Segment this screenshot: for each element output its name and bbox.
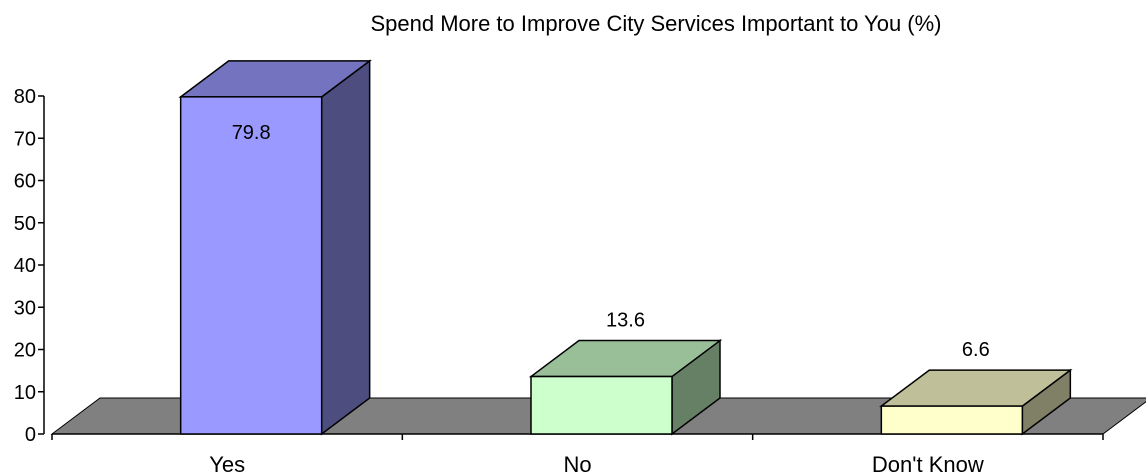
y-tick-label: 10 bbox=[14, 382, 36, 404]
bar-2 bbox=[528, 339, 723, 436]
bar-side bbox=[320, 59, 371, 436]
x-tick-label: Yes bbox=[209, 452, 245, 474]
y-tick-label: 80 bbox=[14, 86, 36, 108]
data-label: 13.6 bbox=[606, 310, 645, 332]
y-tick-label: 70 bbox=[14, 128, 36, 150]
bar-3 bbox=[879, 368, 1073, 436]
y-tick-label: 40 bbox=[14, 255, 36, 277]
bar-1 bbox=[178, 59, 372, 436]
data-label: 6.6 bbox=[962, 339, 990, 361]
y-tick-label: 20 bbox=[14, 340, 36, 362]
x-tick-label: No bbox=[563, 452, 591, 474]
bar-front bbox=[179, 96, 323, 435]
chart-title: Spend More to Improve City Services Impo… bbox=[370, 11, 941, 36]
x-tick-label: Don't Know bbox=[872, 452, 984, 474]
bar-front bbox=[530, 375, 673, 435]
data-label: 79.8 bbox=[232, 122, 271, 144]
y-tick-label: 30 bbox=[14, 297, 36, 319]
y-tick-label: 0 bbox=[25, 424, 36, 446]
bar-front bbox=[880, 405, 1024, 435]
y-tick-label: 50 bbox=[14, 213, 36, 235]
y-tick-label: 60 bbox=[14, 171, 36, 193]
